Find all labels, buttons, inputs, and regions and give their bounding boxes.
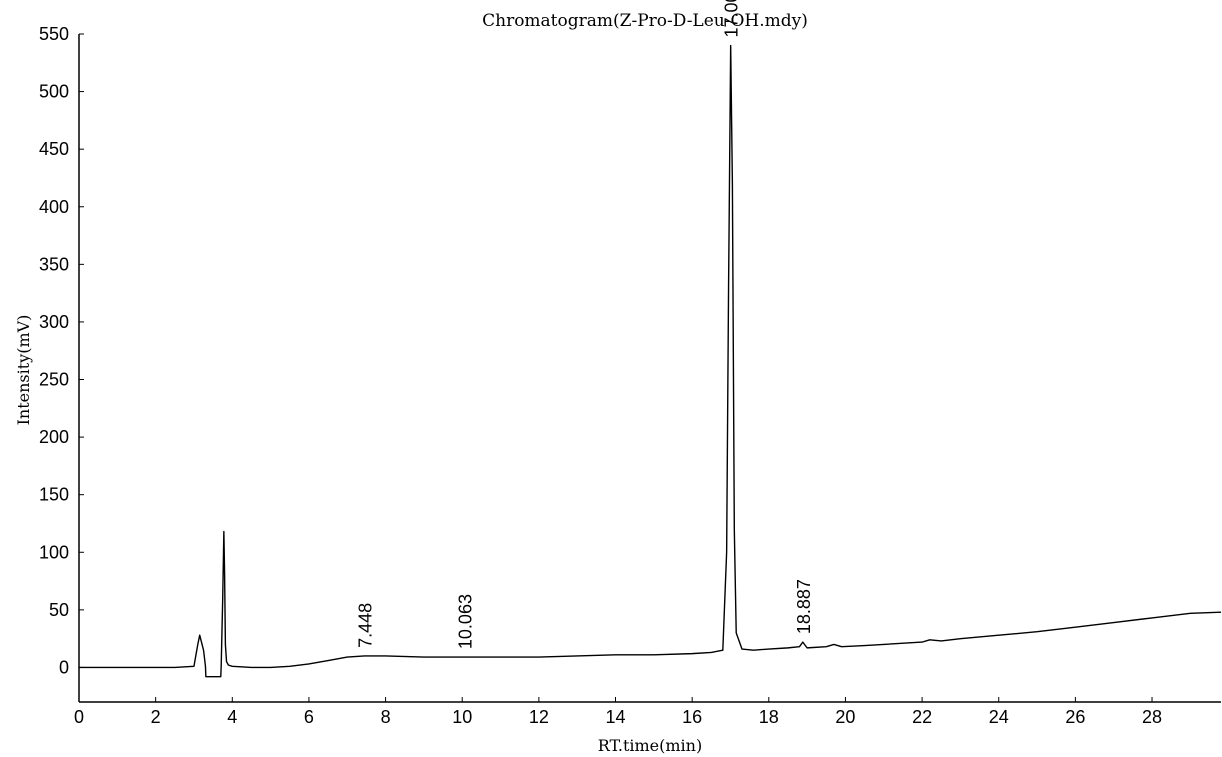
chart-ticks: 0 2 4 6 8 10 12 14 16 18 20 22 24 26 28050100150200250… [39, 24, 1162, 727]
y-axis-title: Intensity(mV) [14, 315, 33, 426]
peak-label: 17.005 [722, 0, 742, 38]
x-tick-label: 18 [759, 707, 779, 727]
x-tick-label: 26 [1065, 707, 1085, 727]
y-tick-label: 0 [59, 657, 69, 677]
x-tick-label: 4 [227, 707, 237, 727]
chart-axes [78, 34, 1221, 703]
y-tick-label: 50 [49, 600, 69, 620]
y-tick-label: 100 [39, 542, 69, 562]
x-axis-title: RT.time(min) [598, 736, 702, 755]
x-tick-label: 20 [835, 707, 855, 727]
y-tick-label: 400 [39, 197, 69, 217]
peak-label: 10.063 [456, 594, 476, 649]
y-tick-label: 500 [39, 82, 69, 102]
peak-label: 18.887 [794, 579, 814, 634]
x-tick-label: 24 [989, 707, 1009, 727]
x-tick-label: 8 [381, 707, 391, 727]
y-tick-label: 200 [39, 427, 69, 447]
y-tick-label: 450 [39, 139, 69, 159]
x-tick-label: 2 [151, 707, 161, 727]
y-tick-label: 550 [39, 24, 69, 44]
x-tick-label: 28 [1142, 707, 1162, 727]
chromatogram-trace [79, 44, 1222, 678]
y-tick-label: 300 [39, 312, 69, 332]
x-tick-label: 10 [452, 707, 472, 727]
chart-title: Chromatogram(Z-Pro-D-Leu-OH.mdy) [482, 11, 808, 31]
y-tick-label: 150 [39, 485, 69, 505]
series-line-0 [79, 44, 1222, 678]
y-tick-label: 350 [39, 254, 69, 274]
peak-labels: 7.448 10.063 17.005 18.887 [355, 0, 813, 649]
x-tick-label: 12 [529, 707, 549, 727]
x-tick-label: 22 [912, 707, 932, 727]
y-tick-label: 250 [39, 370, 69, 390]
x-tick-label: 14 [605, 707, 625, 727]
x-tick-label: 6 [304, 707, 314, 727]
peak-label: 7.448 [355, 603, 375, 648]
x-tick-label: 0 [74, 707, 84, 727]
x-tick-label: 16 [682, 707, 702, 727]
